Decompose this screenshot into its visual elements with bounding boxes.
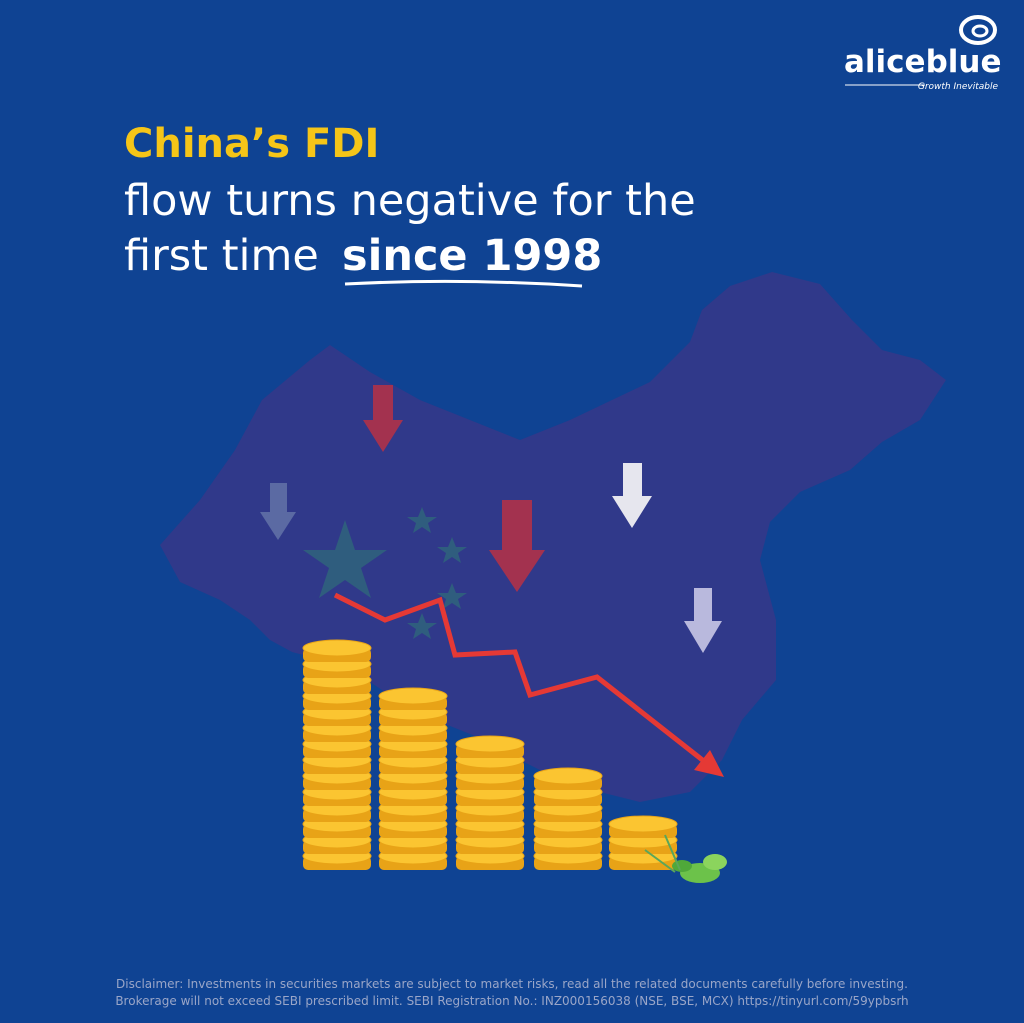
plant: [644, 834, 727, 883]
coin: [608, 815, 678, 833]
stars: [303, 507, 467, 639]
down-arrow: [612, 463, 652, 528]
stem: [644, 834, 681, 873]
coin: [378, 687, 448, 705]
coin: [302, 639, 372, 657]
trend-arrowhead: [694, 750, 724, 777]
leaf: [672, 860, 692, 872]
headline-line: flow turns negative for the: [124, 176, 696, 226]
brand-name: aliceblue: [844, 44, 1001, 80]
headline-emphasis: since 1998: [342, 231, 602, 281]
star: [437, 583, 467, 609]
star: [407, 507, 437, 533]
down-arrow: [489, 500, 545, 592]
arrows: [260, 385, 722, 653]
logo: aliceblue Growth Inevitable: [844, 15, 1001, 92]
leaf: [703, 854, 727, 870]
disclaimer: Brokerage will not exceed SEBI prescribe…: [115, 994, 908, 1008]
logo-icon-inner: [971, 24, 989, 38]
underline: [344, 279, 583, 288]
down-arrow: [363, 385, 403, 452]
headline-highlight: China’s FDI: [124, 121, 379, 167]
star: [407, 613, 437, 639]
trend-line: [333, 592, 707, 764]
down-arrow: [260, 483, 296, 540]
coin: [533, 767, 603, 785]
brand-tagline: Growth Inevitable: [918, 82, 999, 92]
star: [437, 537, 467, 563]
logo-icon: [959, 15, 997, 45]
disclaimer: Disclaimer: Investments in securities ma…: [116, 977, 908, 991]
star: [303, 520, 387, 598]
coin: [455, 735, 525, 753]
coin-stacks: [302, 639, 678, 870]
down-arrow: [684, 588, 722, 653]
headline-line: first time: [124, 231, 319, 281]
